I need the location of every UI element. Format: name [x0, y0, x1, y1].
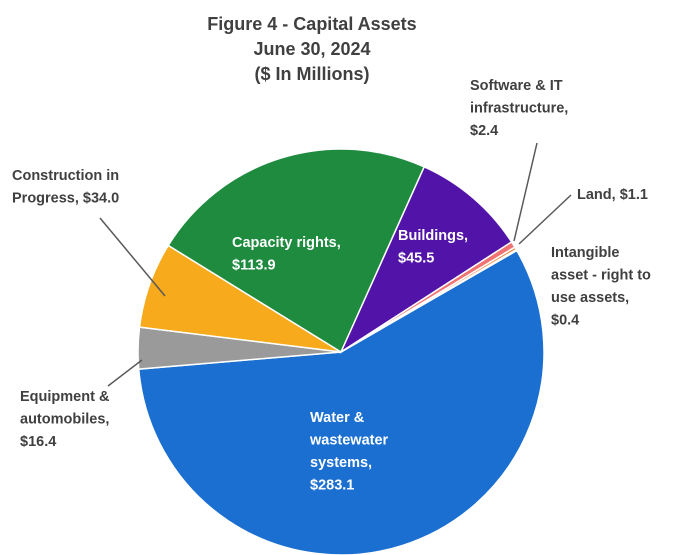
- data-label: Construction in Progress, $34.0: [12, 168, 119, 207]
- chart-title: Figure 4 - Capital Assets: [207, 14, 416, 34]
- pie-slice: [167, 148, 426, 354]
- leader-line: [107, 359, 143, 387]
- chart-subtitle: June 30, 2024: [253, 39, 370, 59]
- data-label: Equipment & automobiles, $16.4: [20, 389, 110, 450]
- pie-slice: [137, 249, 545, 555]
- leader-line: [99, 217, 166, 297]
- unit-note: ($ In Millions): [255, 64, 370, 84]
- data-label: Water & wastewater systems, $283.1: [309, 410, 389, 494]
- pie-slice: [339, 165, 513, 355]
- data-label: Land, $1.1: [577, 187, 648, 203]
- slices: [137, 148, 545, 555]
- leader-line: [518, 194, 572, 245]
- data-label: Intangible asset - right to use assets, $0.…: [551, 245, 651, 329]
- labels: Water & wastewater systems, $283.1 Equipment…: [12, 78, 651, 494]
- data-label: Software & IT infrastructure, $2.4: [470, 78, 568, 139]
- leader-line: [513, 142, 538, 242]
- pie-slice: [340, 248, 518, 353]
- data-label: Capacity rights, $113.9: [232, 235, 341, 274]
- data-label: Buildings, $45.5: [398, 228, 468, 267]
